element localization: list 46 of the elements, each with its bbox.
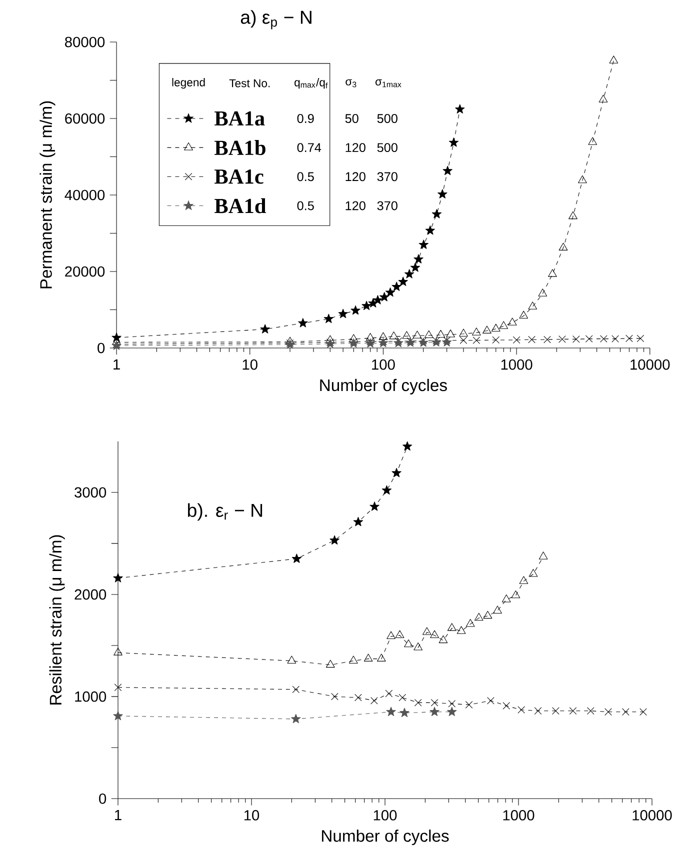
x-tick-label: 10000	[630, 359, 670, 370]
annotation: 370	[377, 172, 398, 182]
x-tick-label: 10	[242, 359, 258, 370]
x-tick-label: 1000	[503, 810, 534, 820]
annotation: 370	[377, 201, 398, 210]
x-axis-title: Number of cycles	[320, 378, 447, 394]
annotation: 0.74	[297, 143, 322, 152]
text: b). ε$_{r}$ − N	[188, 503, 262, 521]
y-tick-label: 2000	[74, 589, 106, 600]
annotation: 50	[345, 114, 358, 123]
annotation: 120	[346, 172, 366, 182]
annotation: 500	[377, 114, 398, 123]
annotation: σ$_{1max}$	[375, 79, 402, 88]
annotation: legend	[172, 78, 205, 89]
y-tick-label: 1000	[75, 691, 106, 702]
annotation: q$_{max}$/q$_{f}$	[294, 78, 328, 89]
annotation: 0.5	[297, 172, 314, 182]
annotation: 0.9	[297, 114, 314, 123]
y-axis-title: Permanent strain (μ m/m)	[40, 101, 56, 288]
legend-label: BA1a	[214, 111, 265, 126]
x-axis-title: Number of cycles	[322, 830, 449, 846]
x-tick-label: 1	[114, 359, 120, 370]
legend-label: BA1c	[214, 170, 264, 184]
legend-label: BA1d	[214, 198, 266, 214]
x-tick-label: 100	[374, 810, 397, 820]
x-tick-label: 10000	[632, 810, 672, 820]
annotation: 0.5	[297, 201, 314, 210]
annotation: σ$_{3}$	[346, 79, 356, 88]
x-tick-label: 100	[372, 359, 395, 370]
annotation: Test No.	[229, 79, 270, 88]
x-tick-label: 10	[244, 810, 260, 820]
y-tick-label: 80000	[65, 36, 105, 48]
y-tick-label: 0	[98, 342, 105, 354]
x-tick-label: 1000	[501, 359, 532, 370]
y-tick-label: 0	[99, 793, 106, 804]
y-axis-title: Resilient strain (μ m/m)	[49, 535, 65, 704]
y-tick-label: 60000	[65, 113, 105, 124]
annotation: 120	[346, 201, 366, 210]
y-tick-label: 40000	[64, 190, 105, 200]
legend-label: BA1b	[214, 140, 266, 156]
y-tick-label: 20000	[65, 266, 105, 277]
annotation: 120	[346, 143, 366, 152]
annotation: 500	[377, 143, 398, 152]
y-tick-label: 3000	[74, 487, 106, 498]
chart-title: a) ε$_{p}$ − N	[240, 10, 312, 30]
x-tick-label: 1	[115, 810, 122, 820]
